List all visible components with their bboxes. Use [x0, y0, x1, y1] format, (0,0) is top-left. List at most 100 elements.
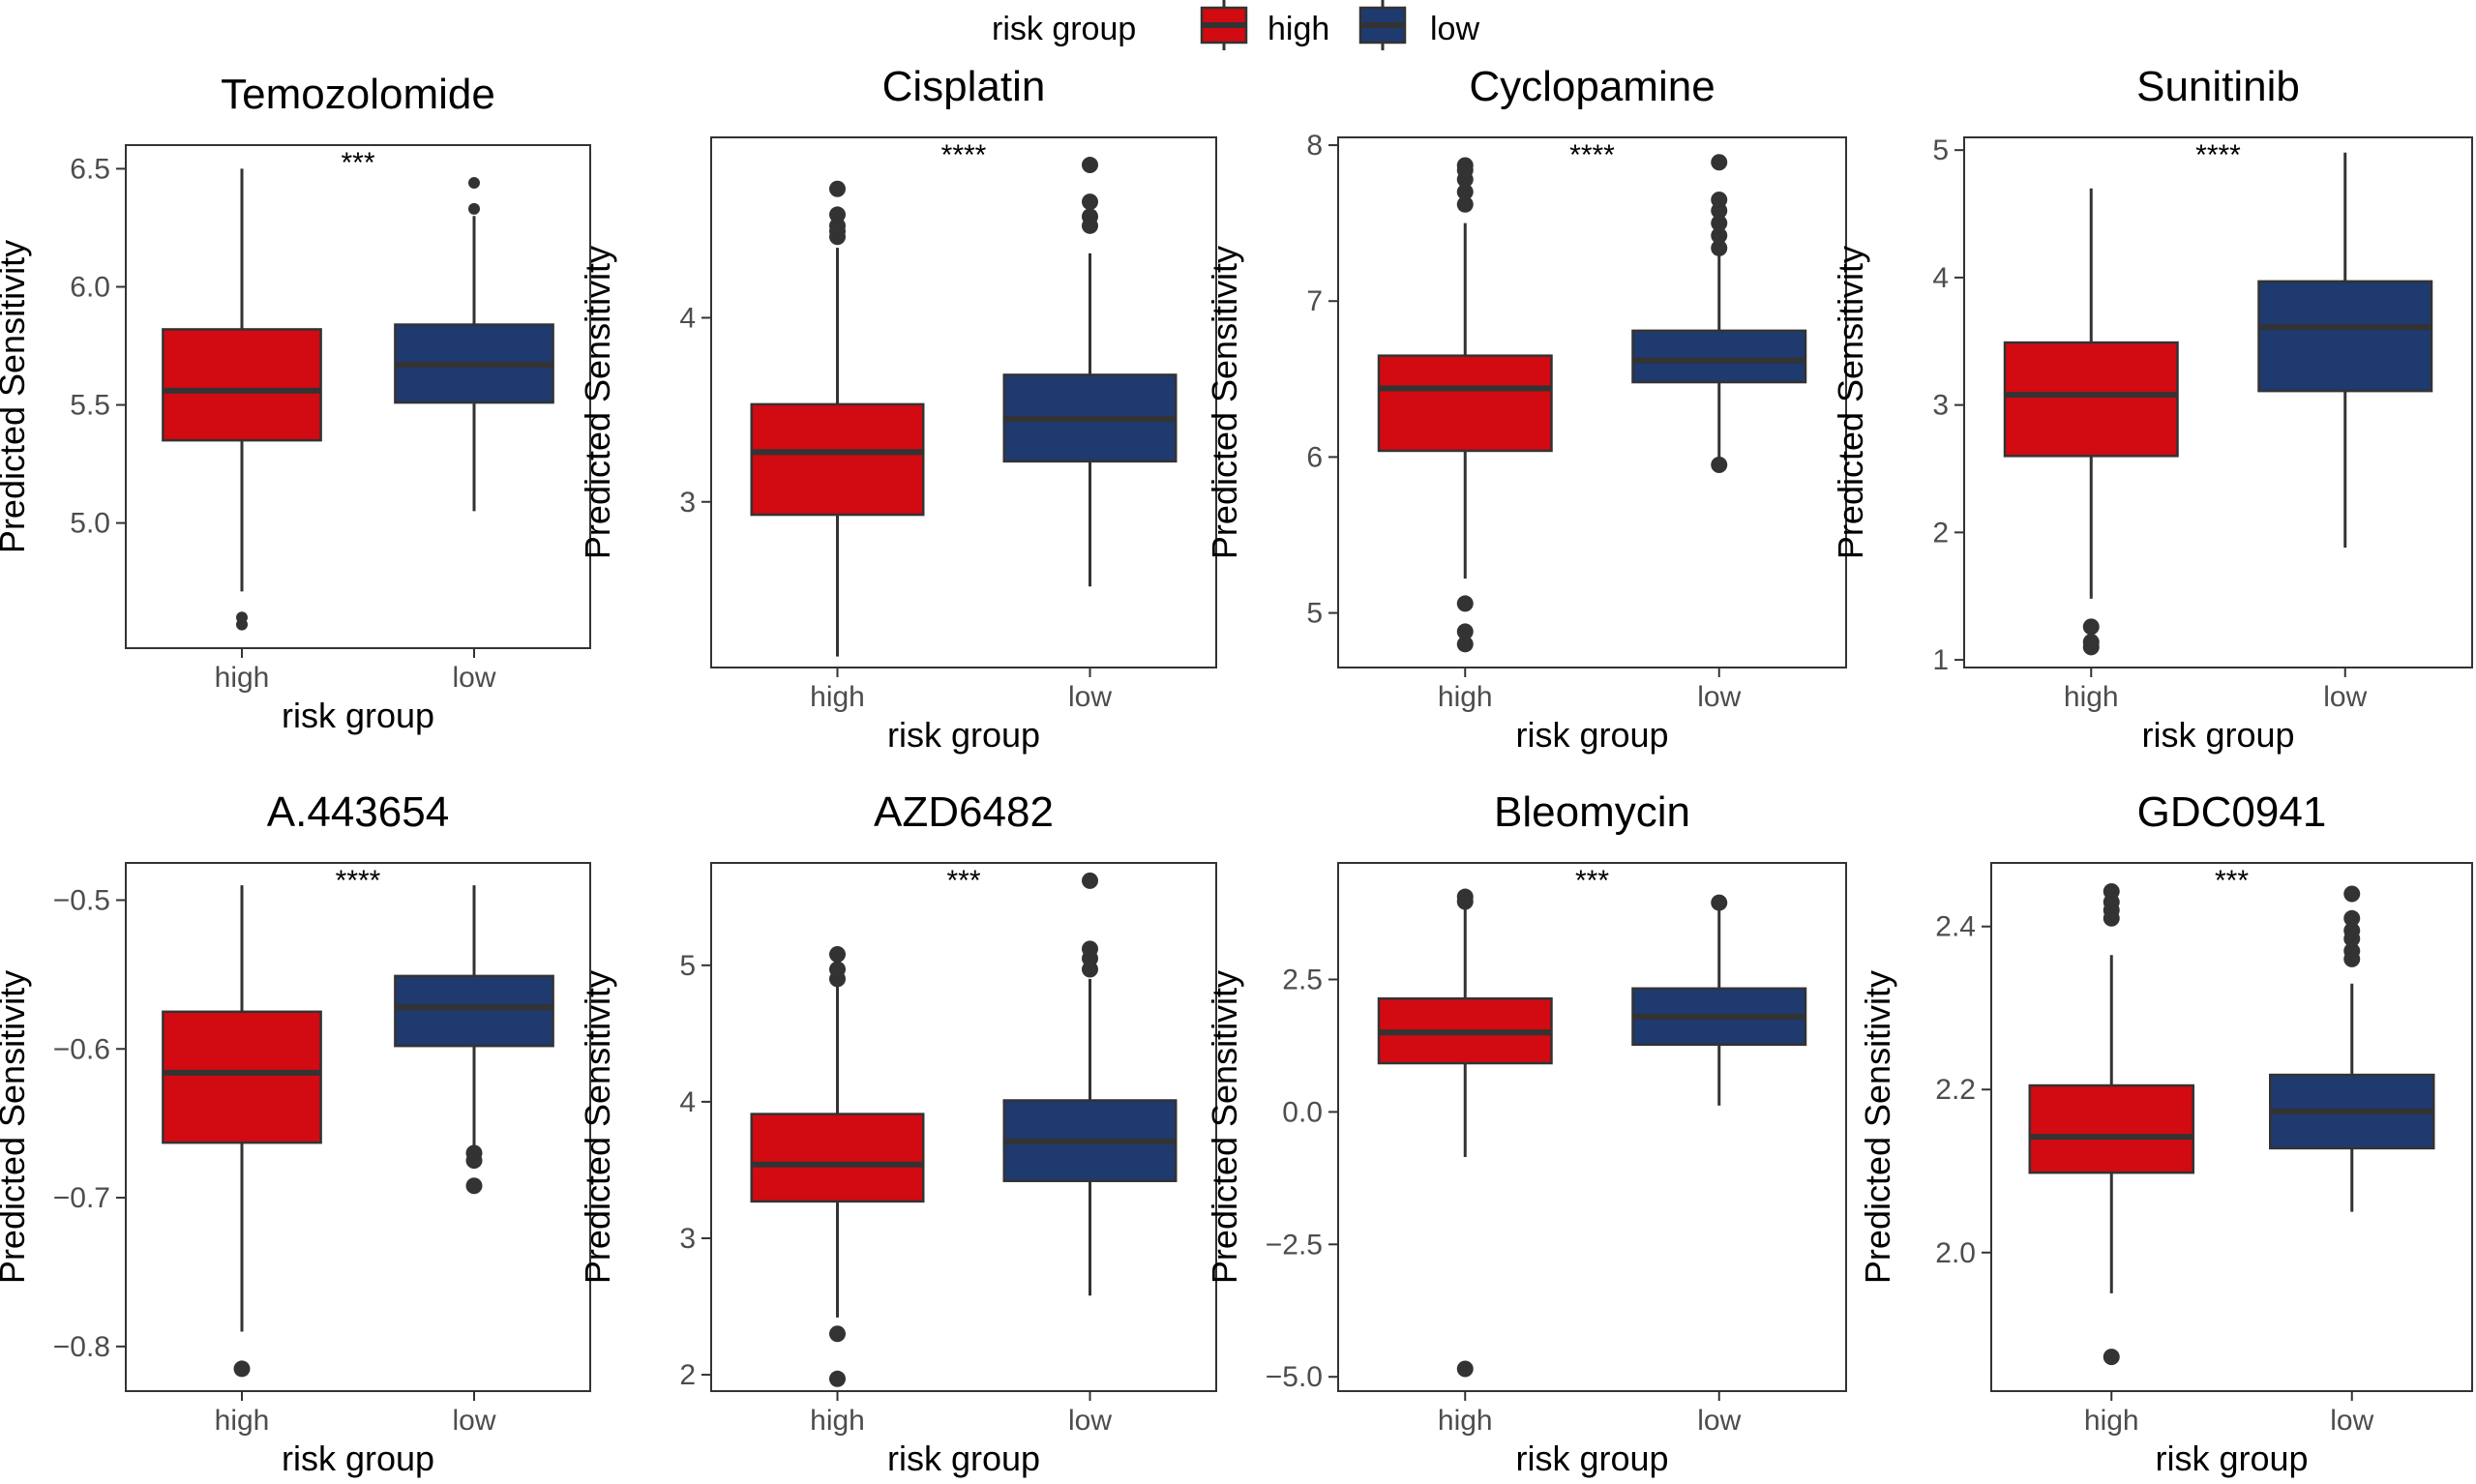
significance-label: *** [341, 147, 374, 179]
significance-label: *** [946, 865, 980, 897]
panel-title: Bleomycin [1494, 788, 1690, 836]
outlier-point [1711, 239, 1728, 256]
y-tick-label: 0.0 [1282, 1096, 1323, 1128]
outlier-point [1456, 595, 1474, 612]
y-tick-label: 5 [1932, 134, 1949, 166]
panel-7: GDC0941 *** 2.0 2.2 2.4 Predicted Sensitivity… [1858, 788, 2473, 1478]
outlier-point [1082, 940, 1098, 958]
box-high [162, 168, 322, 631]
y-tick-label: 3 [679, 1223, 696, 1255]
y-axis-label: Predicted Sensitivity [1858, 970, 1897, 1284]
panel-2: Cyclopamine **** 5 6 7 8 Predicted Sensitivity… [1205, 63, 1847, 755]
outlier-point [1456, 195, 1474, 213]
y-tick-label: 3 [679, 487, 696, 519]
outlier-point [1711, 215, 1728, 232]
x-tick-label: low [1697, 1405, 1741, 1437]
outlier-point [1082, 208, 1098, 225]
outlier-point [829, 946, 846, 964]
y-tick-label: −0.6 [53, 1033, 110, 1065]
y-tick-label: 3 [1932, 390, 1949, 422]
outlier-point [1711, 154, 1728, 171]
panel-title: Sunitinib [2136, 63, 2300, 110]
legend-label-low: low [1430, 11, 1479, 47]
outlier-point [1711, 227, 1728, 245]
plot-panel [1337, 862, 1847, 1392]
panel-3: Sunitinib **** 1 2 3 4 5 Predicted Sensitivity h… [1831, 63, 2473, 755]
y-axis-label: Predicted Sensitivity [578, 246, 617, 559]
x-axis-label: risk group [887, 1439, 1040, 1478]
outlier-point [1082, 193, 1098, 211]
y-tick-label: −2.5 [1266, 1229, 1323, 1261]
y-tick-label: 4 [679, 302, 696, 334]
y-axis-label: Predicted Sensitivity [1831, 246, 1870, 559]
x-tick-label: high [1438, 1405, 1493, 1437]
outlier-point [829, 1370, 846, 1387]
outlier-point [2343, 942, 2361, 960]
outlier-point [1456, 1360, 1474, 1378]
iqr-box [2003, 341, 2179, 458]
box-low [2257, 152, 2433, 549]
outlier-point [2103, 882, 2120, 900]
iqr-box [394, 974, 554, 1048]
y-tick-label: 8 [1306, 130, 1323, 162]
outlier-point [2103, 1349, 2120, 1366]
outlier-point [2082, 634, 2100, 651]
iqr-box [750, 402, 925, 517]
significance-label: **** [336, 865, 381, 897]
panel-title: Temozolomide [221, 71, 495, 118]
y-tick-label: −5.0 [1266, 1361, 1323, 1393]
panel-title: GDC0941 [2137, 788, 2327, 836]
y-tick-label: 2.4 [1935, 911, 1976, 943]
y-tick-label: 2.2 [1935, 1074, 1976, 1106]
box-high [1377, 888, 1553, 1378]
y-tick-label: 6 [1306, 441, 1323, 473]
significance-label: *** [2215, 865, 2249, 897]
outlier-point [2343, 922, 2361, 939]
iqr-box [1631, 329, 1807, 384]
outlier-point [1082, 157, 1098, 174]
box-high [750, 180, 925, 657]
outlier-point [2082, 618, 2100, 636]
panel-title: Cisplatin [882, 63, 1046, 110]
x-tick-label: low [2330, 1405, 2373, 1437]
x-tick-label: low [1068, 681, 1112, 713]
outlier-point [829, 961, 846, 978]
x-tick-label: low [2323, 681, 2367, 713]
x-tick-label: high [215, 662, 270, 694]
iqr-box [750, 1113, 925, 1203]
box-low [1002, 872, 1178, 1296]
panel-title: Cyclopamine [1469, 63, 1715, 110]
legend: risk group high low [992, 0, 1479, 50]
panel-6: Bleomycin *** −5.0 −2.5 0.0 2.5 Predicted Sens… [1205, 788, 1847, 1478]
box-low [394, 885, 554, 1195]
outlier-point [1456, 623, 1474, 640]
y-axis-label: Predicted Sensitivity [1205, 246, 1244, 559]
outlier-point [1082, 872, 1098, 889]
box-low [1631, 894, 1807, 1106]
y-tick-label: 2 [1932, 517, 1949, 549]
box-high [162, 885, 322, 1378]
outlier-point [1711, 191, 1728, 208]
x-tick-label: low [452, 662, 495, 694]
box-low [394, 177, 554, 512]
panel-title: A.443654 [267, 788, 449, 836]
box-high [2028, 882, 2194, 1366]
box-low [1631, 154, 1807, 473]
outlier-point [465, 1152, 483, 1170]
outlier-point [468, 177, 480, 190]
outlier-point [829, 1325, 846, 1343]
significance-label: *** [1575, 865, 1609, 897]
outlier-point [233, 1360, 251, 1378]
outlier-point [1456, 157, 1474, 174]
x-tick-label: high [2084, 1405, 2139, 1437]
box-low [2269, 885, 2435, 1212]
y-tick-label: 5 [1306, 598, 1323, 630]
y-axis-label: Predicted Sensitivity [0, 240, 32, 553]
panel-0: Temozolomide *** 5.0 5.5 6.0 6.5 Predicted Sen… [0, 71, 591, 735]
x-axis-label: risk group [1515, 715, 1668, 755]
x-tick-label: high [810, 1405, 865, 1437]
panel-4: A.443654 **** −0.8 −0.7 −0.6 −0.5 Predicted Se… [0, 788, 591, 1478]
y-tick-label: 5.5 [70, 390, 110, 422]
outlier-point [829, 180, 846, 197]
